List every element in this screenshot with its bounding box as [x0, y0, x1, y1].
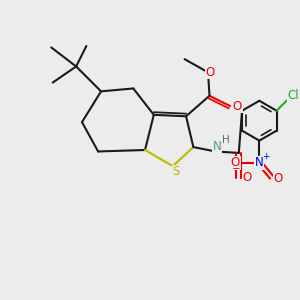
Text: O: O [274, 172, 283, 185]
Text: O: O [231, 156, 240, 169]
Text: S: S [173, 166, 180, 178]
Text: N: N [255, 156, 264, 169]
Text: Cl: Cl [287, 89, 299, 102]
Text: O: O [206, 66, 215, 79]
Text: N: N [212, 140, 221, 153]
Text: O: O [242, 171, 252, 184]
Text: +: + [262, 152, 269, 161]
Text: H: H [222, 135, 230, 145]
Text: −: − [232, 164, 241, 174]
Text: O: O [233, 100, 242, 112]
